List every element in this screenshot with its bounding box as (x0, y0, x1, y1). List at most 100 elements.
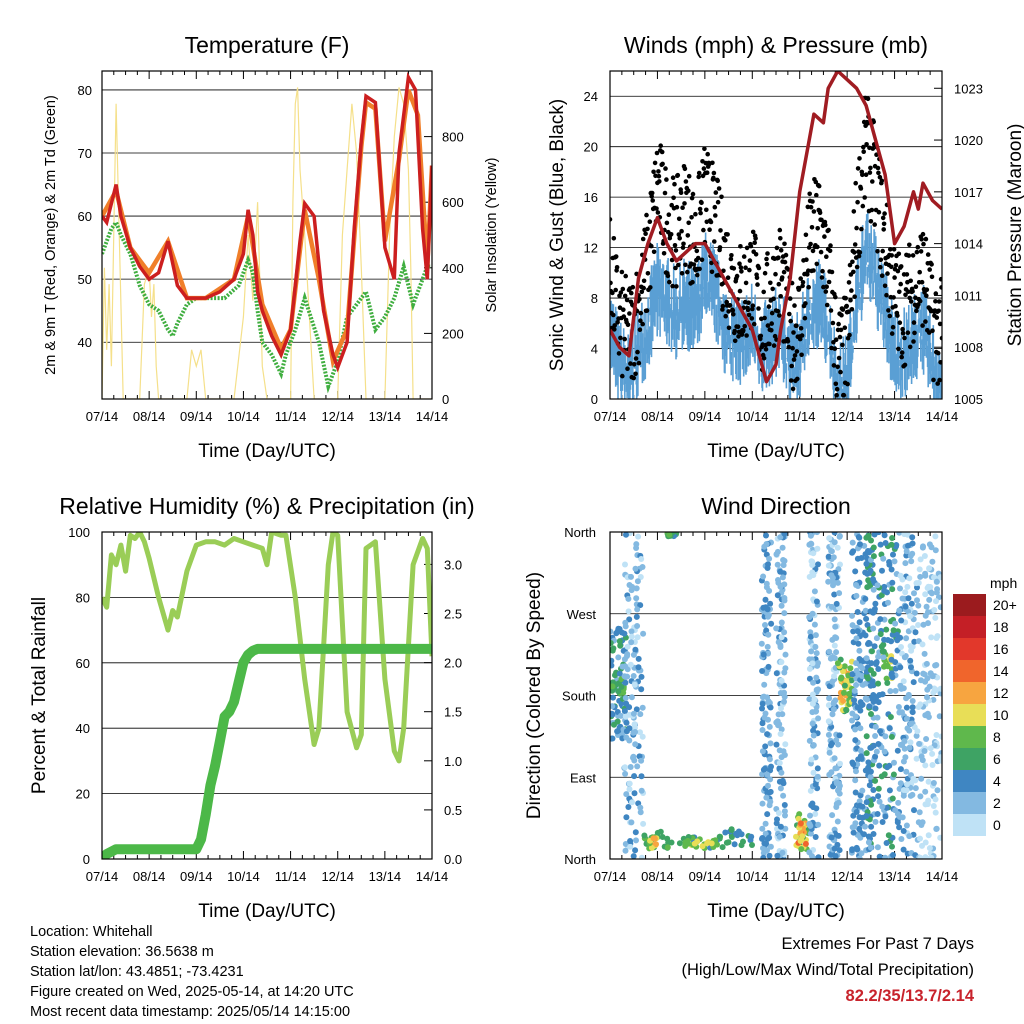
direction-point (847, 665, 854, 672)
direction-point (873, 635, 880, 642)
series-group (610, 71, 942, 399)
direction-point (911, 590, 917, 597)
direction-point (915, 602, 922, 609)
direction-point (810, 742, 817, 749)
x-tick-label: 14/14 (926, 409, 959, 424)
gust-point (811, 268, 816, 273)
colorbar-swatch (953, 594, 986, 616)
direction-point (708, 840, 715, 847)
gust-point (854, 225, 859, 231)
direction-point (664, 844, 671, 851)
gust-point (648, 285, 653, 290)
gust-point (723, 313, 728, 319)
direction-point (814, 765, 821, 772)
gust-point (788, 318, 793, 324)
y2-tick-label: 3.0 (444, 557, 462, 572)
direction-point (835, 799, 842, 806)
direction-point (622, 561, 628, 568)
y-tick-label: 20 (76, 787, 90, 802)
direction-point (764, 565, 771, 571)
gust-point (716, 186, 722, 191)
gust-point (765, 323, 771, 328)
gust-point (663, 166, 668, 171)
gust-point (834, 386, 840, 392)
gust-point (658, 143, 663, 148)
direction-point (682, 839, 689, 846)
gust-point (833, 337, 839, 343)
gust-point (933, 291, 939, 296)
direction-point (851, 697, 858, 704)
gust-point (858, 186, 864, 191)
gust-point (802, 315, 808, 321)
gust-point (836, 355, 842, 361)
gust-point (882, 211, 887, 216)
direction-point (855, 640, 862, 647)
direction-point (777, 644, 784, 650)
gust-point (844, 303, 849, 309)
direction-point (764, 771, 771, 778)
gust-point (815, 226, 820, 231)
gust-point (905, 330, 911, 336)
direction-point (635, 655, 642, 662)
direction-point (853, 768, 859, 775)
direction-point (919, 641, 926, 648)
direction-point (622, 770, 629, 777)
direction-point (828, 572, 835, 579)
gust-point (694, 248, 700, 254)
gust-point (686, 220, 691, 226)
gust-point (746, 312, 752, 318)
gust-point (896, 251, 902, 257)
direction-point (859, 665, 866, 672)
direction-point (622, 695, 629, 701)
gust-point (636, 360, 642, 366)
direction-point (902, 589, 909, 596)
direction-point (624, 643, 631, 650)
direction-point (854, 628, 861, 635)
direction-point (633, 837, 639, 844)
gust-point (936, 308, 941, 314)
direction-point (749, 842, 755, 848)
direction-point (766, 699, 773, 706)
gust-point (741, 328, 746, 333)
direction-point (764, 606, 771, 613)
direction-point (807, 830, 814, 837)
gust-point (889, 331, 895, 336)
gust-point (868, 165, 873, 171)
direction-point (621, 708, 628, 715)
gust-point (918, 249, 924, 254)
direction-point (628, 573, 634, 580)
gust-point (738, 244, 743, 249)
direction-point (778, 659, 785, 665)
gust-point (611, 312, 616, 318)
gust-point (756, 265, 762, 271)
direction-point (909, 550, 916, 557)
gust-point (707, 227, 712, 232)
direction-point (716, 833, 723, 840)
direction-point (836, 732, 843, 739)
direction-point (879, 691, 886, 698)
gust-point (727, 303, 733, 308)
direction-point (814, 773, 821, 780)
direction-point (768, 620, 775, 627)
direction-point (903, 635, 910, 642)
direction-point (780, 562, 787, 569)
gust-point (915, 244, 921, 250)
series-group (102, 532, 432, 859)
gust-point (699, 257, 705, 263)
colorbar-swatch (953, 792, 986, 814)
gust-point (856, 253, 862, 259)
gust-point (832, 346, 838, 352)
gust-point (743, 265, 748, 271)
direction-point (630, 651, 637, 658)
direction-point (852, 737, 859, 744)
direction-point (866, 640, 873, 647)
direction-point (866, 703, 873, 710)
gust-point (736, 334, 741, 339)
y-tick-label: 80 (78, 83, 92, 98)
gust-point (682, 166, 688, 172)
direction-point (826, 771, 833, 778)
direction-point (918, 677, 924, 684)
direction-point (834, 579, 841, 586)
gust-point (888, 247, 893, 252)
gust-point (787, 311, 792, 317)
